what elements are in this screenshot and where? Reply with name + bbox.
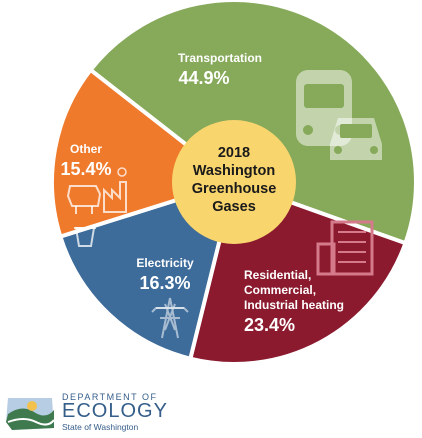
- slice-value-transportation: 44.9%: [178, 68, 229, 88]
- cow-icon: [66, 185, 102, 214]
- chart-title-line: 2018: [218, 145, 250, 161]
- slice-label-heating: Commercial,: [244, 283, 316, 297]
- center-circle: [172, 120, 296, 244]
- building-icon: [316, 220, 374, 276]
- slice-label-heating: Residential,: [244, 268, 311, 282]
- slice-label-electricity: Electricity: [136, 256, 194, 270]
- chart-title-line: Washington: [193, 163, 275, 179]
- slice-icons: [66, 70, 382, 339]
- chart-title: 2018 Washington Greenhouse Gases: [192, 145, 277, 215]
- logo-department-text: DEPARTMENT OF: [62, 392, 158, 402]
- power-tower-icon: [151, 297, 189, 339]
- slice-label-transportation: Transportation: [178, 51, 262, 65]
- slice-value-other: 15.4%: [60, 159, 111, 179]
- chart-title-line: Gases: [212, 199, 256, 215]
- ecology-logo: DEPARTMENT OF ECOLOGY State of Washingto…: [4, 392, 167, 436]
- car-icon: [330, 118, 382, 160]
- slice-label-heating: Industrial heating: [244, 298, 344, 312]
- slice-label-other: Other: [70, 142, 102, 156]
- logo-ecology-text: ECOLOGY: [62, 400, 168, 422]
- factory-icon: [103, 167, 127, 213]
- trash-icon: [74, 227, 96, 247]
- slice-value-heating: 23.4%: [244, 315, 295, 335]
- slice-value-electricity: 16.3%: [139, 273, 190, 293]
- logo-state-text: State of Washington: [62, 422, 139, 432]
- chart-title-line: Greenhouse: [192, 181, 277, 197]
- slice-labels: Transportation 44.9% Residential,Commercia…: [60, 51, 344, 335]
- washington-map-icon: [6, 398, 55, 430]
- greenhouse-gas-pie-chart: Transportation 44.9% Residential,Commercia…: [50, 0, 418, 366]
- pie-slice-transportation: [87, 0, 418, 246]
